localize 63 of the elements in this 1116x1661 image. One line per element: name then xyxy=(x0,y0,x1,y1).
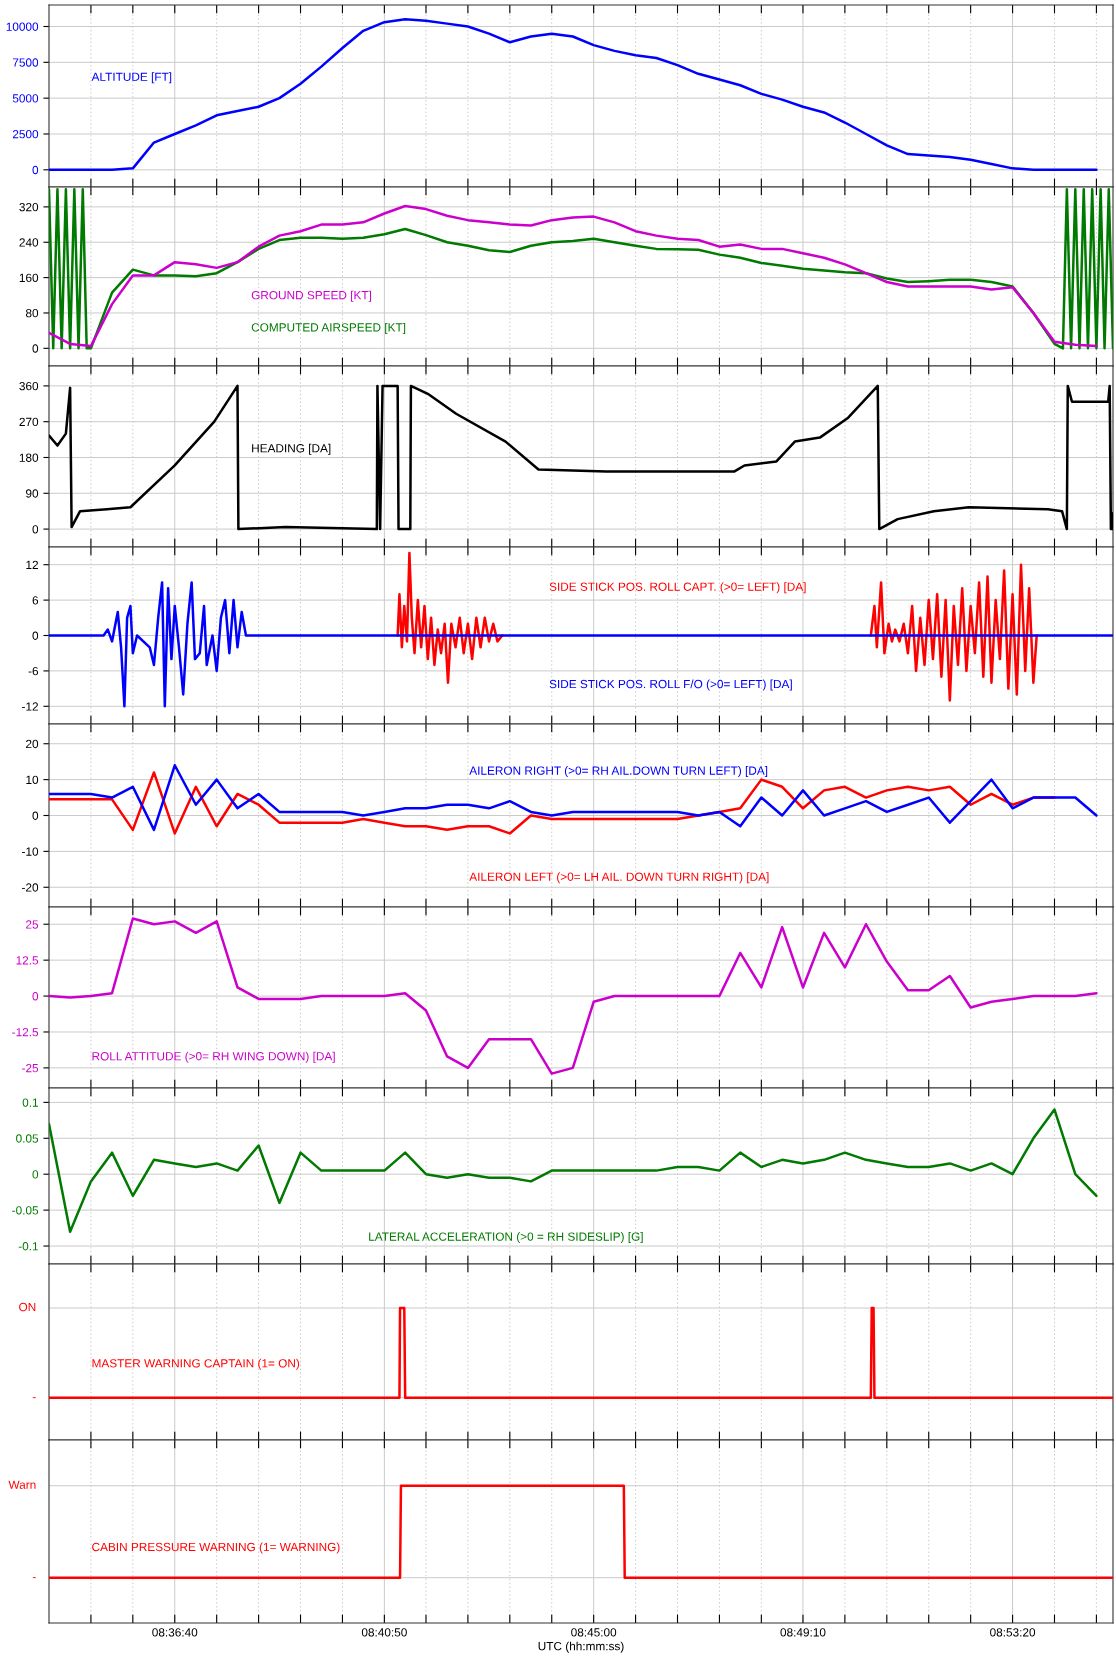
text: - xyxy=(32,1397,36,1399)
y-tick-label: 20 xyxy=(26,739,39,749)
y-tick-label: -0.05 xyxy=(12,1206,39,1215)
y-tick-label: 0 xyxy=(32,811,39,820)
text: SIDE STICK POS. ROLL F/O (>0= LEFT) [DA] xyxy=(549,679,792,691)
text: ROLL ATTITUDE (>0= RH WING DOWN) [DA] xyxy=(92,1051,335,1063)
x-tick-label: 08:49:10 xyxy=(780,1628,826,1637)
y-tick-label: -10 xyxy=(22,847,39,856)
y-tick-label: 25 xyxy=(26,920,39,929)
y-tick-label: 6 xyxy=(32,596,39,605)
text: Warn xyxy=(8,1480,36,1489)
y-tick-label: -12 xyxy=(22,702,38,711)
line-series xyxy=(49,18,1098,172)
x-axis-title: UTC (hh:mm:ss) xyxy=(538,1641,624,1653)
text: - xyxy=(32,1577,36,1579)
line-series xyxy=(49,1108,1098,1233)
text: MASTER WARNING CAPTAIN (1= ON) xyxy=(92,1358,300,1370)
text: ON xyxy=(19,1302,36,1312)
y-tick-label: -0.1 xyxy=(18,1242,39,1251)
y-tick-label: 2500 xyxy=(12,130,39,139)
line-series xyxy=(49,764,1098,832)
x-tick-label: 08:45:00 xyxy=(571,1628,617,1637)
line-series xyxy=(49,917,1098,1075)
y-tick-label: 0 xyxy=(32,525,39,534)
y-tick-label: 240 xyxy=(19,238,39,247)
series-label: HEADING [DA] xyxy=(252,443,331,455)
y-tick-label: -25 xyxy=(22,1063,39,1073)
text: LATERAL ACCELERATION (>0 = RH SIDESLIP) [G] xyxy=(369,1232,643,1244)
y-tick-label: -12.5 xyxy=(12,1028,39,1037)
y-tick-label: -20 xyxy=(22,883,39,892)
series-label: AILERON RIGHT (>0= RH AIL.DOWN TURN LEFT) [DA] xyxy=(469,766,768,778)
text: SIDE STICK POS. ROLL CAPT. (>0= LEFT) [DA] xyxy=(549,582,806,594)
y-tick-label: 0 xyxy=(32,165,39,175)
y-tick-label: 320 xyxy=(19,202,39,212)
y-tick-label: 5000 xyxy=(12,94,39,103)
text: CABIN PRESSURE WARNING (1= WARNING) xyxy=(92,1542,340,1554)
line-series xyxy=(49,384,1113,531)
y-tick-label: 90 xyxy=(26,489,39,498)
y-tick-label: 10000 xyxy=(6,22,39,31)
y-tick-label: 270 xyxy=(19,417,39,427)
text: ALTITUDE [FT] xyxy=(91,72,172,84)
text: GROUND SPEED [KT] xyxy=(251,290,372,302)
y-tick-label: 80 xyxy=(25,309,39,318)
x-tick-label: 08:40:50 xyxy=(361,1628,407,1637)
y-tick-label: -6 xyxy=(28,666,39,676)
x-tick-label: 08:36:40 xyxy=(152,1628,198,1637)
y-tick-label: 10 xyxy=(26,775,39,785)
y-tick-label: 0.05 xyxy=(16,1134,39,1143)
y-tick-label: 7500 xyxy=(12,58,39,67)
x-tick-label: 08:53:20 xyxy=(990,1628,1036,1637)
y-tick-label: 0.1 xyxy=(22,1098,39,1107)
y-tick-label: 0 xyxy=(32,344,39,353)
y-tick-label: 180 xyxy=(19,453,39,462)
y-tick-label: 0 xyxy=(32,992,39,1001)
y-tick-label: 0 xyxy=(32,1170,39,1179)
text: COMPUTED AIRSPEED [KT] xyxy=(251,322,406,334)
y-tick-label: 12 xyxy=(26,560,38,569)
y-tick-label: 360 xyxy=(19,381,39,391)
y-tick-label: 0 xyxy=(32,631,39,640)
line-series xyxy=(49,581,1113,708)
y-tick-label: 12.5 xyxy=(16,956,39,965)
y-tick-label: 160 xyxy=(19,273,39,282)
text: AILERON LEFT (>0= LH AIL. DOWN TURN RIGHT) [DA] xyxy=(469,872,769,884)
